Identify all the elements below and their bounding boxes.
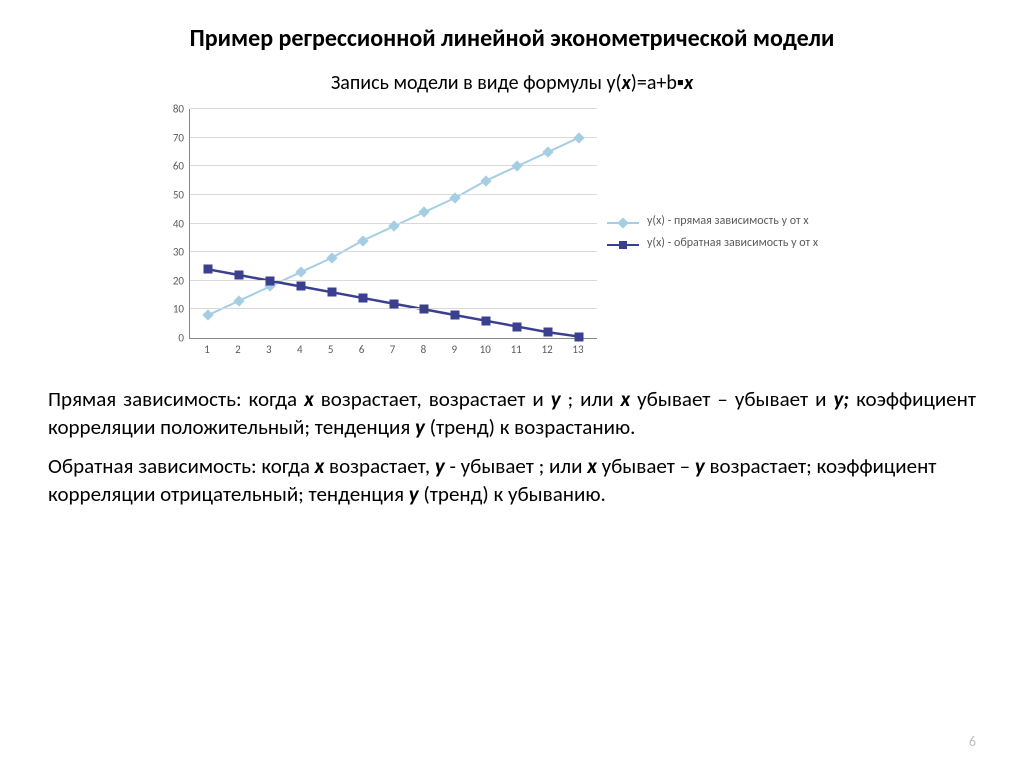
x-tick-label: 2 (235, 343, 241, 356)
paragraph-inverse: Обратная зависимость: когда х возрастает… (48, 452, 976, 509)
x-tick-label: 3 (266, 343, 272, 356)
y-tick-label: 0 (160, 332, 184, 345)
chart-zone: 01020304050607080 12345678910111213 (157, 109, 597, 357)
marker-inverse (389, 299, 398, 308)
x-tick-label: 11 (511, 343, 522, 356)
text: Обратная зависимость: когда (48, 453, 315, 479)
marker-inverse (204, 265, 213, 274)
y-tick-label: 40 (160, 217, 184, 230)
marker-inverse (420, 305, 429, 314)
marker-inverse (544, 328, 553, 337)
y-tick-label: 20 (160, 274, 184, 287)
marker-inverse (265, 276, 274, 285)
gridline (190, 308, 597, 309)
text: убывает – (597, 453, 695, 479)
gridline (190, 280, 597, 281)
page-number: 6 (969, 733, 976, 750)
var-y: y; (833, 386, 849, 412)
legend-label: y(x) - прямая зависимость y от x (647, 214, 809, 228)
x-tick-label: 7 (390, 343, 396, 356)
y-tick-label: 10 (160, 303, 184, 316)
chart-legend: y(x) - прямая зависимость y от x y(x) - о… (607, 208, 867, 258)
x-axis: 12345678910111213 (189, 339, 597, 357)
slide-subtitle: Запись модели в виде формулы y(х)=a+b▪х (48, 71, 976, 95)
legend-swatch (607, 238, 639, 252)
var-x: х (621, 386, 631, 412)
var-y: y (695, 453, 705, 479)
marker-inverse (482, 316, 491, 325)
text: - убывает ; или (445, 453, 588, 479)
gridline (190, 165, 597, 166)
legend-swatch (607, 216, 639, 230)
slide-title: Пример регрессионной линейной эконометри… (48, 24, 976, 53)
x-tick-label: 12 (542, 343, 553, 356)
var-x: х (304, 386, 314, 412)
var-x: х (587, 453, 597, 479)
text: убывает – убывает и (630, 386, 833, 412)
marker-inverse (451, 311, 460, 320)
x-tick-label: 5 (328, 343, 334, 356)
subtitle-var-x: х (622, 71, 631, 95)
paragraph-direct: Прямая зависимость: когда х возрастает, … (48, 385, 976, 442)
x-tick-label: 8 (421, 343, 427, 356)
var-y: y (409, 481, 419, 507)
var-y: y (415, 414, 425, 440)
gridline (190, 251, 597, 252)
var-y: y (551, 386, 561, 412)
y-tick-label: 70 (160, 131, 184, 144)
var-y: y (435, 453, 445, 479)
y-tick-label: 80 (160, 103, 184, 116)
text: ; или (561, 386, 621, 412)
legend-item-direct: y(x) - прямая зависимость y от x (607, 214, 867, 230)
legend-label: y(x) - обратная зависимость y от x (647, 236, 818, 250)
subtitle-text: )=a+b▪ (631, 71, 684, 95)
legend-item-inverse: y(x) - обратная зависимость y от x (607, 236, 867, 252)
marker-inverse (296, 282, 305, 291)
gridline (190, 137, 597, 138)
chart-row: 01020304050607080 12345678910111213 y(x)… (48, 109, 976, 357)
gridline (190, 194, 597, 195)
x-tick-label: 6 (359, 343, 365, 356)
marker-inverse (234, 271, 243, 280)
y-tick-label: 60 (160, 160, 184, 173)
marker-inverse (327, 288, 336, 297)
x-tick-label: 1 (204, 343, 210, 356)
gridline (190, 108, 597, 109)
text: возрастает, (324, 453, 435, 479)
marker-inverse (358, 293, 367, 302)
y-tick-label: 30 (160, 246, 184, 259)
text: (тренд) к убыванию. (419, 481, 606, 507)
text: Прямая зависимость: когда (48, 386, 304, 412)
var-x: х (315, 453, 325, 479)
marker-inverse (513, 322, 522, 331)
plot-area: 01020304050607080 (189, 109, 597, 339)
subtitle-var-x2: х (684, 71, 693, 95)
text: возрастает, возрастает и (314, 386, 551, 412)
x-tick-label: 4 (297, 343, 303, 356)
subtitle-text: Запись модели в виде формулы y( (331, 71, 622, 95)
text: (тренд) к возрастанию. (425, 414, 636, 440)
x-tick-label: 9 (452, 343, 458, 356)
y-tick-label: 50 (160, 188, 184, 201)
x-tick-label: 10 (480, 343, 491, 356)
x-tick-label: 13 (572, 343, 583, 356)
